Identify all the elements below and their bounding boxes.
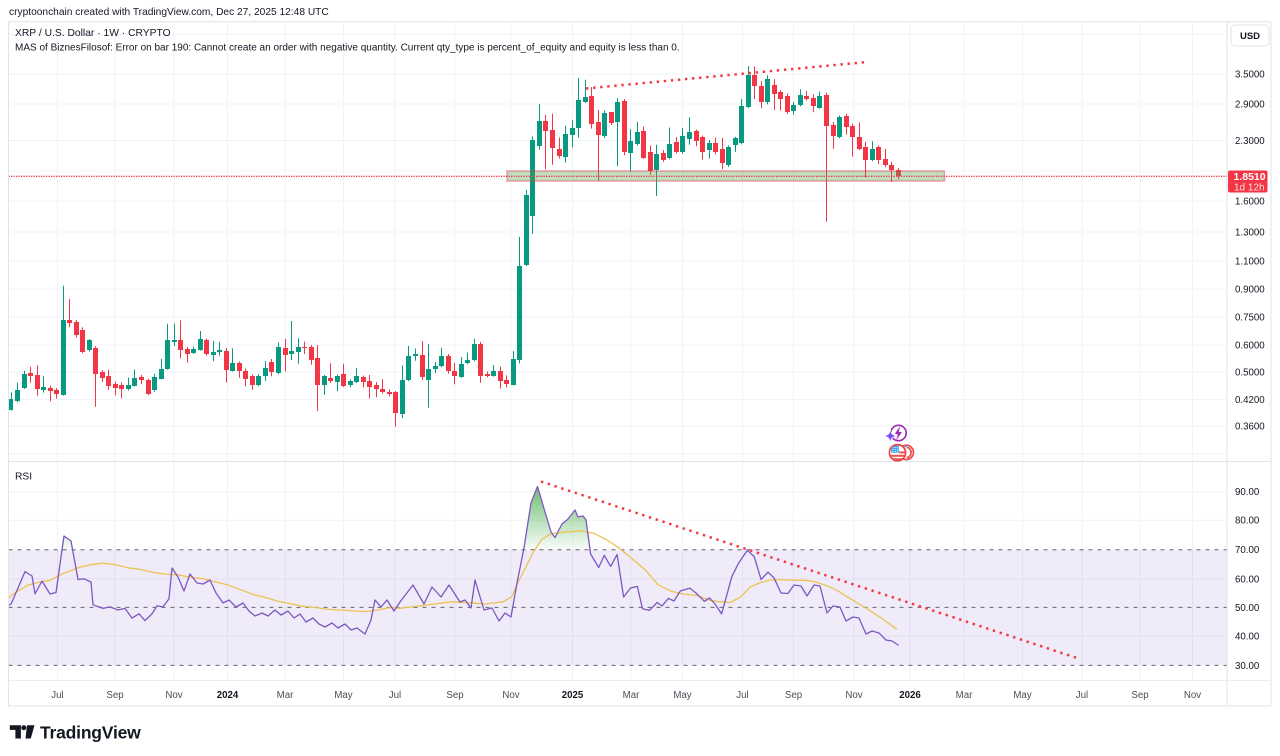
svg-text:3.5000: 3.5000 bbox=[1235, 70, 1265, 81]
svg-text:1.1000: 1.1000 bbox=[1235, 257, 1265, 268]
svg-text:1d 12h: 1d 12h bbox=[1234, 183, 1265, 194]
svg-text:Mar: Mar bbox=[277, 690, 294, 701]
svg-text:XRP / U.S. Dollar · 1W · CRYPT: XRP / U.S. Dollar · 1W · CRYPTO bbox=[15, 28, 171, 39]
svg-text:Sep: Sep bbox=[446, 690, 463, 701]
svg-text:0.9000: 0.9000 bbox=[1235, 285, 1265, 296]
svg-text:60.00: 60.00 bbox=[1235, 574, 1260, 585]
svg-text:2026: 2026 bbox=[899, 690, 921, 701]
svg-text:cryptoonchain created with Tra: cryptoonchain created with TradingView.c… bbox=[9, 7, 329, 18]
svg-text:90.00: 90.00 bbox=[1235, 487, 1260, 498]
svg-text:RSI: RSI bbox=[15, 472, 32, 483]
svg-text:Mar: Mar bbox=[956, 690, 973, 701]
svg-text:2.9000: 2.9000 bbox=[1235, 100, 1265, 111]
svg-text:0.4200: 0.4200 bbox=[1235, 395, 1265, 406]
svg-text:0.7500: 0.7500 bbox=[1235, 313, 1265, 324]
svg-text:May: May bbox=[673, 690, 691, 701]
svg-text:0.6000: 0.6000 bbox=[1235, 341, 1265, 352]
svg-text:May: May bbox=[1013, 690, 1031, 701]
svg-text:TradingView: TradingView bbox=[40, 723, 141, 743]
svg-text:Sep: Sep bbox=[106, 690, 123, 701]
svg-text:Nov: Nov bbox=[165, 690, 182, 701]
svg-text:2024: 2024 bbox=[217, 690, 239, 701]
svg-text:50.00: 50.00 bbox=[1235, 603, 1260, 614]
svg-text:1.8510: 1.8510 bbox=[1234, 171, 1266, 183]
svg-text:2025: 2025 bbox=[562, 690, 584, 701]
svg-text:Jul: Jul bbox=[736, 690, 748, 701]
svg-text:Mar: Mar bbox=[623, 690, 640, 701]
svg-text:0.3600: 0.3600 bbox=[1235, 422, 1265, 433]
svg-text:Nov: Nov bbox=[1184, 690, 1201, 701]
svg-text:May: May bbox=[334, 690, 352, 701]
svg-text:30.00: 30.00 bbox=[1235, 661, 1260, 672]
svg-text:80.00: 80.00 bbox=[1235, 516, 1260, 527]
svg-text:1.6000: 1.6000 bbox=[1235, 197, 1265, 208]
svg-text:USD: USD bbox=[1240, 31, 1260, 42]
svg-text:Jul: Jul bbox=[389, 690, 401, 701]
svg-text:1.3000: 1.3000 bbox=[1235, 228, 1265, 239]
svg-text:Nov: Nov bbox=[845, 690, 862, 701]
svg-text:0.5000: 0.5000 bbox=[1235, 368, 1265, 379]
svg-text:Jul: Jul bbox=[1076, 690, 1088, 701]
svg-text:40.00: 40.00 bbox=[1235, 632, 1260, 643]
svg-text:Jul: Jul bbox=[51, 690, 63, 701]
svg-text:Sep: Sep bbox=[785, 690, 802, 701]
svg-text:MAS of BiznesFilosof: Error on: MAS of BiznesFilosof: Error on bar 190: … bbox=[15, 43, 680, 54]
svg-text:2.3000: 2.3000 bbox=[1235, 136, 1265, 147]
svg-text:Sep: Sep bbox=[1131, 690, 1148, 701]
svg-text:Nov: Nov bbox=[502, 690, 519, 701]
svg-text:70.00: 70.00 bbox=[1235, 545, 1260, 556]
